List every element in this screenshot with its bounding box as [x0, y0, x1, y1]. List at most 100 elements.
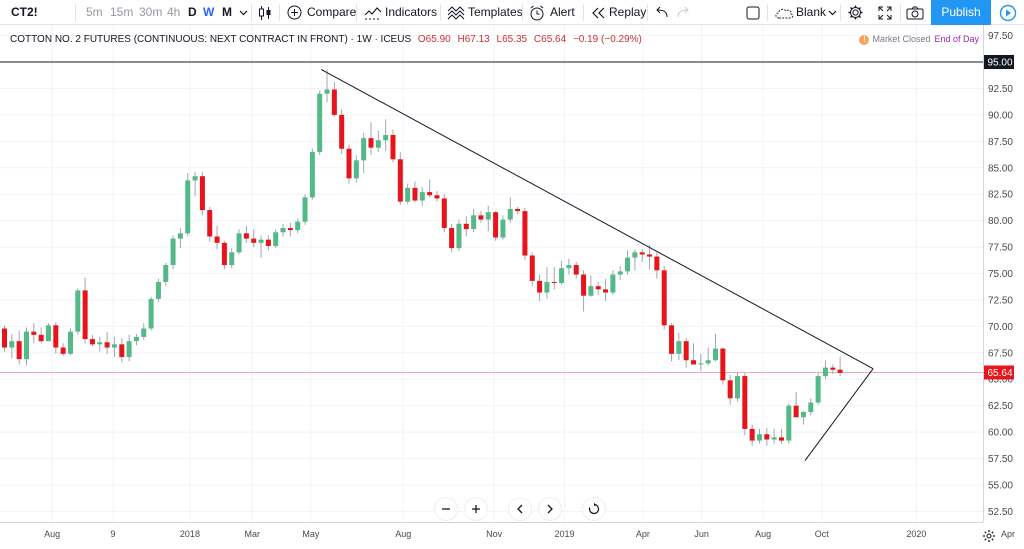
timeframe-dropdown-icon[interactable] — [239, 0, 248, 25]
candle-down — [661, 270, 667, 326]
expand-icon[interactable] — [877, 0, 893, 25]
candle-down — [603, 289, 609, 293]
toolbar-divider — [440, 4, 441, 21]
reset-icon — [588, 503, 600, 515]
templates-icon[interactable] — [447, 0, 465, 25]
horizontal-line-price-label: 95.00 — [987, 58, 1012, 69]
chart-settings-gear-icon[interactable] — [979, 526, 999, 546]
zoom-in-button[interactable] — [464, 497, 488, 521]
candle-down — [441, 198, 447, 229]
camera-icon[interactable] — [906, 0, 924, 25]
indicators-icon[interactable] — [364, 0, 382, 25]
reset-chart-button[interactable] — [582, 497, 606, 521]
scroll-right-button[interactable] — [538, 497, 562, 521]
candle-up — [317, 93, 323, 152]
candle-up — [273, 232, 279, 247]
warning-icon: ! — [859, 34, 870, 45]
price-tick-label: 70.00 — [988, 322, 1013, 333]
candle-up — [185, 180, 191, 234]
toolbar-divider — [647, 4, 648, 21]
timeframe-5m[interactable]: 5m — [86, 5, 103, 19]
zoom-out-button[interactable] — [434, 497, 458, 521]
candle-up — [471, 215, 477, 230]
timeframe-m[interactable]: M — [222, 5, 232, 19]
timeframe-30m[interactable]: 30m — [139, 5, 163, 19]
candle-down — [778, 437, 784, 441]
candle-down — [573, 265, 579, 275]
cloud-icon[interactable] — [774, 0, 794, 25]
candle-up — [67, 331, 73, 354]
candle-up — [405, 187, 411, 202]
time-axis[interactable]: Aug 9 2018 Mar May Aug Nov 2019 Apr Jun Aug Oct 2020… — [0, 522, 1015, 540]
candle-up — [324, 89, 330, 94]
time-tick-label: Aug — [755, 529, 771, 539]
candle-up — [500, 219, 506, 238]
compare-button[interactable]: Compare — [307, 5, 357, 19]
candle-down — [38, 334, 44, 342]
redo-icon[interactable] — [677, 0, 690, 25]
candle-up — [295, 221, 301, 231]
fullscreen-toggle-icon[interactable] — [746, 0, 760, 25]
add-icon[interactable] — [287, 0, 302, 25]
price-chart[interactable]: 52.50 55.00 57.50 60.00 62.50 65.00 67.50 70.00… — [0, 25, 1024, 549]
alert-clock-icon[interactable] — [529, 0, 545, 25]
candle-up — [258, 239, 264, 243]
candle-up — [808, 402, 814, 413]
trendlines[interactable] — [320, 68, 874, 461]
last-price-tag — [984, 365, 1014, 380]
indicators-button[interactable]: Indicators — [385, 5, 438, 19]
undo-icon[interactable] — [655, 0, 668, 25]
play-icon[interactable] — [991, 0, 1024, 25]
candle-up — [419, 192, 425, 201]
candle-up — [559, 268, 565, 284]
replay-button[interactable]: Replay — [609, 5, 647, 19]
candle-down — [251, 238, 257, 243]
timeframe-4h[interactable]: 4h — [167, 5, 181, 19]
candle-down — [639, 252, 645, 255]
candle-up — [632, 252, 638, 258]
candle-down — [691, 360, 697, 365]
layout-name-button[interactable]: Blank — [796, 5, 827, 19]
time-tick-label: 2020 — [906, 529, 926, 539]
candle-style-icon[interactable] — [258, 0, 272, 25]
replay-icon[interactable] — [591, 0, 606, 25]
ohlc-close: C65.64 — [533, 34, 567, 45]
publish-button[interactable]: Publish — [931, 0, 991, 25]
alert-button[interactable]: Alert — [550, 5, 575, 19]
candle-up — [566, 265, 572, 269]
candle-up — [610, 274, 616, 293]
candle-up — [155, 281, 161, 299]
candle-down — [31, 331, 37, 335]
time-tick-label: 2018 — [180, 529, 200, 539]
timeframe-15m[interactable]: 15m — [110, 5, 134, 19]
scroll-left-button[interactable] — [508, 497, 532, 521]
candle-up — [126, 341, 132, 358]
settings-gear-icon[interactable] — [847, 0, 864, 25]
candle-down — [654, 256, 660, 271]
candle-down — [434, 195, 440, 199]
layout-dropdown-icon[interactable] — [828, 0, 837, 25]
candle-down — [522, 211, 528, 256]
price-axis[interactable]: 52.50 55.00 57.50 60.00 62.50 65.00 67.50 70.00… — [983, 25, 1024, 549]
price-tick-label: 60.00 — [988, 428, 1013, 439]
candle-up — [353, 160, 359, 179]
ohlc-high: H67.13 — [457, 34, 490, 45]
timeframe-w[interactable]: W — [203, 5, 215, 19]
timeframe-d[interactable]: D — [188, 5, 197, 19]
candle-up — [698, 363, 704, 365]
price-tick-label: 97.50 — [988, 31, 1013, 42]
candle-down — [221, 242, 227, 266]
time-tick-label: Apr — [636, 529, 650, 539]
price-axis-background — [983, 25, 1024, 549]
candle-up — [771, 437, 777, 440]
templates-button[interactable]: Templates — [468, 5, 523, 19]
symbol-search-button[interactable]: CT2! — [11, 5, 38, 19]
candle-down — [331, 89, 337, 115]
price-tick-label: 80.00 — [988, 216, 1013, 227]
candle-down — [793, 405, 799, 418]
price-tick-label: 52.50 — [988, 507, 1013, 518]
candle-up — [111, 344, 117, 348]
candle-down — [397, 159, 403, 202]
candle-down — [727, 380, 733, 399]
nav-spacer — [494, 497, 502, 521]
